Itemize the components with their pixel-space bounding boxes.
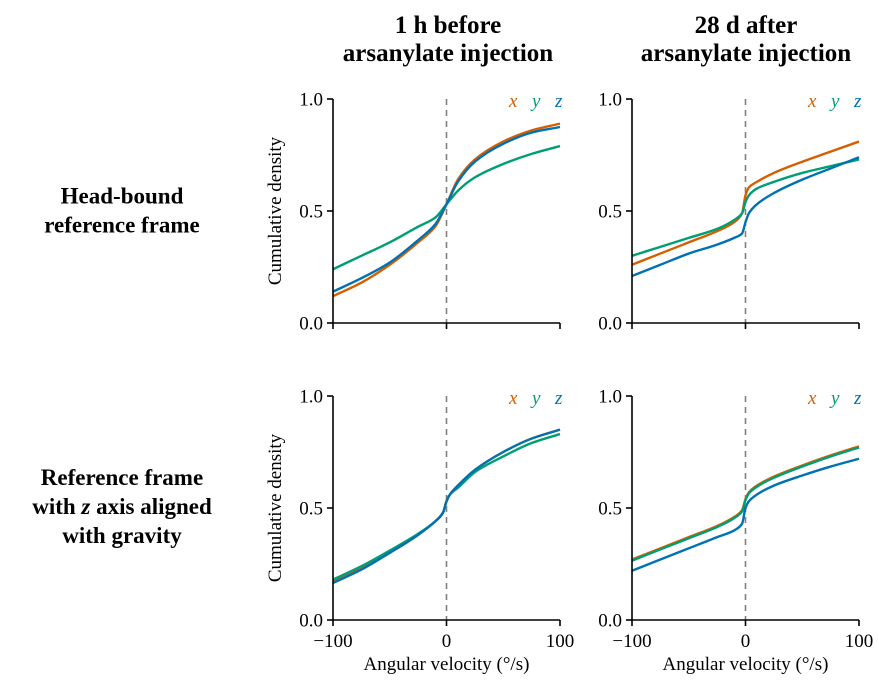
x-tick-label: 100: [845, 631, 874, 652]
series-line-z: [332, 428, 561, 585]
legend-entry-y: y: [530, 91, 541, 112]
legend-entry-y: y: [829, 91, 840, 112]
row-title-text: Reference frame: [41, 465, 203, 490]
row-title-text: axis aligned: [90, 494, 212, 519]
x-axis-label: Angular velocity (°/s): [364, 654, 530, 675]
series-line-z: [332, 125, 561, 293]
series-line-x: [631, 140, 860, 266]
legend-entry-y: y: [829, 388, 840, 409]
row-titles: Head-bound reference frame Reference frame…: [32, 184, 212, 549]
chart-panel: 0.0 0.5 1.0 Cumulative density x y z: [265, 90, 563, 335]
row-title-line: with z axis aligned: [32, 494, 212, 519]
x-tick-label: 0: [741, 631, 751, 652]
chart-panel: 0.0 0.5 1.0 −100 0 100 Angular velocity (°/s) x…: [598, 387, 873, 676]
row-title-line: with gravity: [62, 523, 182, 548]
y-tick-label: 0.0: [299, 611, 323, 632]
y-axis-label: Cumulative density: [265, 136, 286, 285]
legend-entry-x: x: [807, 91, 817, 112]
y-tick-label: 0.0: [299, 314, 323, 335]
row-title-text: with: [32, 494, 81, 519]
legend-entry-z: z: [554, 388, 563, 409]
x-tick-label: 0: [442, 631, 452, 652]
y-tick-label: 0.5: [598, 202, 622, 223]
series-line-z: [631, 156, 860, 278]
series-line-z: [631, 457, 860, 572]
chart-panel: 0.0 0.5 1.0 x y z: [598, 90, 862, 335]
row-title-line: Head-bound: [61, 184, 184, 209]
legend-entry-x: x: [807, 388, 817, 409]
y-tick-label: 0.5: [598, 499, 622, 520]
y-tick-label: 1.0: [598, 387, 622, 408]
legend-entry-z: z: [853, 388, 862, 409]
x-axis-label: Angular velocity (°/s): [663, 654, 829, 675]
legend-entry-x: x: [508, 91, 518, 112]
column-title: 1 h before: [395, 12, 501, 39]
legend-entry-z: z: [554, 91, 563, 112]
y-tick-label: 0.5: [299, 202, 323, 223]
y-tick-label: 1.0: [598, 90, 622, 111]
y-tick-label: 1.0: [299, 387, 323, 408]
y-tick-label: 0.0: [598, 314, 622, 335]
series-line-y: [631, 446, 860, 562]
row-title-text: with gravity: [62, 523, 182, 548]
legend-entry-x: x: [508, 388, 518, 409]
column-title: 28 d after: [695, 12, 798, 39]
legend-entry-z: z: [853, 91, 862, 112]
column-title: arsanylate injection: [641, 40, 851, 67]
row-title-text: z: [80, 494, 90, 519]
series-line-y: [631, 158, 860, 257]
row-title-text: reference frame: [44, 213, 200, 238]
chart-panel: 0.0 0.5 1.0 −100 0 100 Cumulative density Angul…: [265, 387, 574, 676]
series-line-y: [332, 144, 561, 271]
legend-entry-y: y: [530, 388, 541, 409]
y-tick-label: 1.0: [299, 90, 323, 111]
x-tick-label: −100: [612, 631, 651, 652]
column-title: arsanylate injection: [343, 40, 553, 67]
y-tick-label: 0.0: [598, 611, 622, 632]
row-title-text: Head-bound: [61, 184, 184, 209]
row-title-line: Reference frame: [41, 465, 203, 490]
y-axis-label: Cumulative density: [265, 433, 286, 582]
y-tick-label: 0.5: [299, 499, 323, 520]
row-title-line: reference frame: [44, 213, 200, 238]
x-tick-label: 100: [546, 631, 575, 652]
x-tick-label: −100: [313, 631, 352, 652]
